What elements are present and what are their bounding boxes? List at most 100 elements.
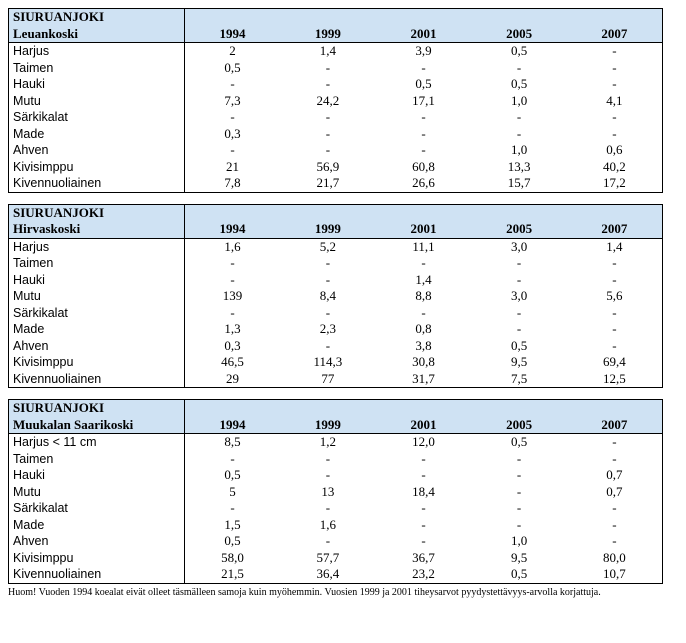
species-name: Kivisimppu [8, 549, 185, 566]
density-value: - [230, 142, 235, 157]
footnote: Huom! Vuoden 1994 koealat eivät olleet t… [8, 586, 601, 598]
species-name: Hauki [8, 76, 185, 93]
header-fill [184, 399, 663, 417]
density-value: - [421, 142, 426, 157]
density-value: 8,4 [319, 288, 337, 303]
density-value: 13 [321, 483, 335, 499]
density-value: 0,5 [224, 59, 241, 75]
document-page: SIURUANJOKI Leuankoski 1994 1999 2001 2005 200… [8, 8, 663, 598]
density-value: 4,1 [566, 92, 663, 109]
density-value: - [516, 125, 522, 141]
density-value: 7,3 [224, 92, 241, 108]
density-value: - [230, 271, 235, 287]
species-name: Harjus [8, 238, 185, 255]
table-row: Taimen - - - - - [8, 450, 663, 467]
density-value: - [516, 255, 522, 270]
density-value: - [566, 433, 663, 451]
density-value: 0,5 [510, 76, 528, 91]
density-value: 0,5 [224, 467, 241, 482]
density-value: 114,3 [313, 354, 343, 369]
density-table: SIURUANJOKI Leuankoski 1994 1999 2001 2005 200… [8, 8, 663, 193]
species-name: Särkikalat [8, 304, 185, 321]
density-value: 17,1 [412, 92, 435, 108]
density-value: 1,3 [224, 321, 241, 336]
species-name: Ahven [8, 337, 185, 354]
density-value: - [421, 533, 426, 548]
density-value: - [230, 500, 235, 515]
density-value: 57,7 [316, 549, 340, 565]
year-header: 1994 [184, 416, 281, 434]
density-value: 1,0 [510, 92, 528, 108]
density-value: - [325, 142, 331, 157]
density-value: 18,4 [412, 483, 435, 499]
density-value: 17,2 [566, 175, 663, 193]
species-name: Made [8, 321, 185, 338]
density-value: 7,8 [184, 175, 281, 193]
species-name: Kivisimppu [8, 354, 185, 371]
table-row: Särkikalat - - - - - [8, 500, 663, 517]
density-value: 26,6 [375, 175, 472, 193]
density-value: 11,1 [412, 238, 435, 254]
density-value: 3,0 [510, 288, 528, 303]
density-value: 0,5 [510, 337, 528, 353]
year-header: 2007 [566, 221, 663, 239]
table-row: Taimen - - - - - [8, 255, 663, 272]
density-value: 10,7 [566, 566, 663, 584]
species-name: Mutu [8, 288, 185, 305]
density-value: 0,7 [566, 467, 663, 484]
species-name: Harjus < 11 cm [8, 433, 185, 451]
species-name: Hauki [8, 467, 185, 484]
density-value: 5,6 [566, 288, 663, 305]
density-value: 0,6 [566, 142, 663, 159]
density-value: - [566, 76, 663, 93]
density-value: - [325, 59, 331, 75]
density-value: 3,0 [510, 238, 528, 254]
table-row: Hauki - - 0,5 0,5 - [8, 76, 663, 93]
table-row: Made 0,3 - - - - [8, 125, 663, 142]
species-name: Ahven [8, 142, 185, 159]
density-value: - [566, 304, 663, 321]
density-value: - [230, 304, 235, 320]
density-value: - [325, 450, 331, 466]
table-row: Hauki - - 1,4 - - [8, 271, 663, 288]
density-value: 1,5 [224, 516, 241, 532]
density-value: - [421, 125, 426, 141]
river-name: SIURUANJOKI [8, 399, 185, 417]
density-value: - [421, 255, 426, 270]
table-row: Kivennuoliainen 29 77 31,7 7,5 12,5 [8, 370, 663, 388]
year-header: 1999 [280, 25, 376, 43]
year-header: 1994 [184, 25, 281, 43]
density-value: - [230, 255, 235, 270]
year-header: 1994 [184, 221, 281, 239]
location-name: Leuankoski [8, 25, 185, 43]
density-value: - [325, 76, 331, 91]
table-row: Kivisimppu 58,0 57,7 36,7 9,5 80,0 [8, 549, 663, 566]
density-value: 24,2 [316, 92, 340, 108]
density-value: 36,7 [412, 549, 435, 565]
species-name: Kivennuoliainen [8, 175, 185, 193]
density-value: - [566, 500, 663, 517]
density-value: - [421, 59, 426, 75]
density-value: - [516, 500, 522, 515]
density-value: 58,0 [221, 549, 244, 565]
table-row: Made 1,3 2,3 0,8 - - [8, 321, 663, 338]
density-value: 13,3 [507, 158, 531, 174]
density-value: - [566, 125, 663, 142]
density-value: - [566, 516, 663, 533]
species-name: Kivennuoliainen [8, 370, 185, 388]
density-value: - [325, 337, 331, 353]
density-value: - [566, 271, 663, 288]
table-row: Taimen 0,5 - - - - [8, 59, 663, 76]
density-value: - [516, 467, 522, 482]
location-name: Muukalan Saarikoski [8, 416, 185, 434]
density-value: - [325, 255, 331, 270]
river-name: SIURUANJOKI [8, 8, 185, 26]
density-value: - [230, 76, 235, 91]
table-row: Ahven - - - 1,0 0,6 [8, 142, 663, 159]
species-name: Mutu [8, 483, 185, 500]
species-name: Mutu [8, 92, 185, 109]
density-value: - [325, 304, 331, 320]
river-name: SIURUANJOKI [8, 203, 185, 221]
density-value: 1,4 [415, 271, 432, 287]
density-value: 9,5 [510, 354, 528, 369]
